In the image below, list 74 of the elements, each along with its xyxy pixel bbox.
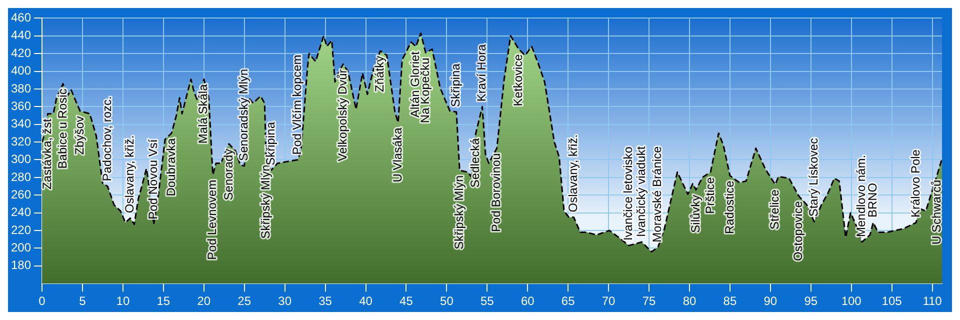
- annotation: Ivančice letovisko: [621, 146, 636, 241]
- y-tick-label: 280: [10, 170, 32, 184]
- x-tick-label: 100: [841, 294, 862, 308]
- y-tick-label: 400: [10, 64, 32, 78]
- x-tick-label: 85: [723, 294, 737, 308]
- x-tick-label: 25: [238, 294, 252, 308]
- annotation: BRNO: [866, 182, 880, 218]
- annotation: Kraví Hora: [474, 44, 489, 102]
- annotation: Starý Lískovec: [806, 138, 820, 217]
- x-tick-label: 5: [79, 294, 86, 308]
- x-tick-label: 50: [440, 294, 454, 308]
- annotation: Pod Borovinou: [489, 153, 504, 232]
- y-tick-label: 260: [10, 187, 32, 202]
- annotation: Zastávka, žst: [40, 118, 54, 190]
- annotation: Zňátky: [372, 56, 387, 92]
- x-tick-label: 60: [520, 294, 535, 308]
- annotation: Ostopovice: [791, 200, 806, 262]
- annotation: Ketkovice: [511, 54, 526, 106]
- y-tick-label: 220: [10, 222, 32, 237]
- x-tick-label: 75: [642, 294, 656, 308]
- annotation: Skřipina: [263, 122, 278, 166]
- x-tick-label: 90: [764, 294, 778, 308]
- annotation: Senorady: [221, 148, 236, 200]
- annotation: Velkopolský Dvůr: [335, 69, 350, 162]
- annotation: Mendlovo nám.: [854, 154, 868, 238]
- x-tick-label: 30: [278, 294, 292, 308]
- annotation: Sedlecká: [468, 138, 482, 188]
- x-tick-label: 35: [318, 294, 332, 308]
- annotation: Zbýšov: [72, 116, 86, 155]
- annotation: Radostice: [722, 180, 736, 234]
- annotation: Pod Vlčím kopcem: [290, 54, 304, 155]
- annotation: U Vlasáka: [390, 127, 404, 182]
- annotation: Střelice: [768, 189, 782, 230]
- x-tick-label: 20: [197, 294, 211, 308]
- annotation: Pod Levnovem: [205, 180, 220, 260]
- x-tick-label: 65: [561, 294, 576, 308]
- y-tick-label: 200: [10, 240, 32, 255]
- x-tick-label: 55: [480, 294, 494, 308]
- y-tick-label: 380: [10, 81, 32, 96]
- x-tick-label: 10: [116, 294, 130, 308]
- y-tick-label: 360: [10, 98, 32, 113]
- x-tick-label: 80: [682, 294, 696, 308]
- x-tick-label: 70: [602, 294, 616, 308]
- annotation: Skřipský Mlýn: [452, 175, 466, 250]
- annotation: Prštice: [702, 176, 717, 214]
- x-tick-label: 0: [38, 294, 46, 308]
- annotation: U Schwarců: [929, 180, 944, 244]
- y-tick-label: 320: [10, 134, 32, 148]
- x-tick-label: 95: [804, 294, 818, 308]
- annotation: Silůvky: [688, 194, 702, 233]
- annotation: Oslavany, křiž.: [122, 135, 137, 214]
- y-tick-label: 300: [10, 152, 32, 166]
- y-tick-label: 180: [10, 258, 32, 272]
- annotation: Ivančický viadukt: [634, 146, 648, 238]
- annotation: Skřipský Mlýn: [258, 164, 273, 239]
- annotation: Skřipina: [448, 63, 463, 107]
- annotation: Královo Pole: [908, 149, 922, 218]
- x-tick-label: 45: [400, 294, 414, 308]
- annotation: Doubravka: [164, 138, 178, 196]
- x-tick-label: 105: [882, 294, 902, 308]
- annotation: Moravské Bránice: [650, 146, 664, 242]
- x-tick-label: 40: [359, 294, 373, 308]
- annotation: Malá Skála: [196, 84, 210, 144]
- annotation: Padochov, rozc.: [100, 96, 114, 182]
- annotation: Oslavany, křiž.: [566, 134, 580, 212]
- annotation: Babice u Rosic: [55, 88, 70, 169]
- y-tick-label: 340: [10, 116, 32, 131]
- x-tick-label: 15: [156, 294, 170, 308]
- y-tick-label: 240: [10, 205, 32, 220]
- y-tick-label: 460: [10, 10, 32, 25]
- y-tick-label: 440: [10, 28, 32, 42]
- annotation: Senoradský Mlýn: [236, 68, 251, 161]
- y-tick-label: 420: [10, 46, 32, 60]
- x-tick-label: 110: [922, 294, 942, 308]
